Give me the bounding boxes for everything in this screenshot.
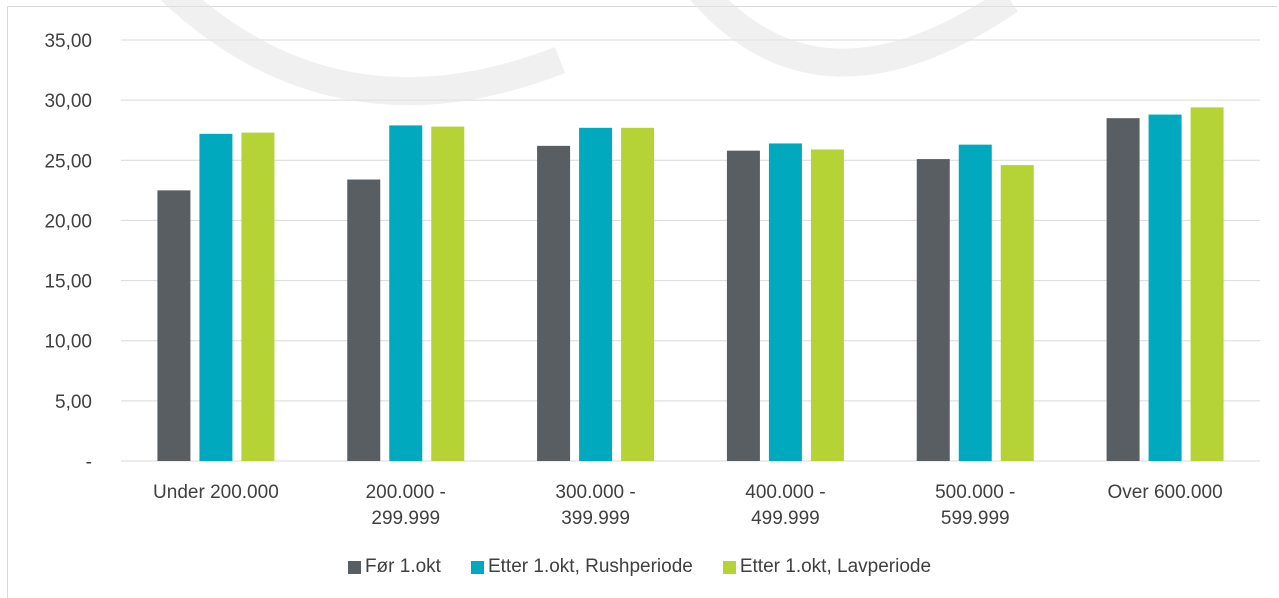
legend-label: Etter 1.okt, Rushperiode (487, 556, 693, 577)
bars (157, 107, 1224, 462)
x-tick-label: 399.999 (561, 508, 630, 529)
bar-series-2-category-4 (1000, 165, 1034, 461)
legend-label: Etter 1.okt, Lavperiode (739, 556, 932, 577)
bar-series-0-category-5 (1106, 118, 1140, 461)
x-tick-label: 300.000 - (555, 482, 635, 503)
bar-series-2-category-0 (241, 132, 275, 461)
legend-item: Etter 1.okt, Lavperiode (722, 556, 932, 578)
y-tick-label: 25,00 (44, 151, 92, 172)
x-tick-label: 299.999 (371, 508, 440, 529)
bar-series-2-category-5 (1190, 107, 1224, 462)
x-tick-label: 500.000 - (935, 482, 1015, 503)
x-tick-label: 499.999 (751, 508, 820, 529)
legend: Før 1.okt Etter 1.okt, Rushperiode Etter 1… (0, 556, 1279, 578)
bar-series-0-category-0 (157, 190, 191, 461)
y-tick-label: 5,00 (55, 392, 92, 413)
legend-item: Etter 1.okt, Rushperiode (470, 556, 693, 578)
x-tick-label: 400.000 - (745, 482, 825, 503)
chart-frame (7, 6, 1277, 598)
bar-series-0-category-3 (726, 150, 760, 462)
bar-series-1-category-3 (768, 143, 802, 461)
y-tick-label: 20,00 (44, 211, 92, 232)
bar-series-1-category-5 (1148, 114, 1182, 461)
bar-series-1-category-1 (389, 125, 423, 461)
bar-series-2-category-3 (810, 149, 844, 461)
bar-series-0-category-2 (537, 145, 571, 461)
bar-series-1-category-0 (199, 133, 233, 461)
legend-item: Før 1.okt (347, 556, 441, 578)
y-tick-label: 15,00 (44, 272, 92, 293)
bar-series-0-category-1 (347, 179, 381, 461)
legend-swatch (347, 560, 361, 574)
y-axis-tick-labels: - 5,00 10,00 15,00 20,00 25,00 30,00 35,00 (44, 31, 92, 473)
x-tick-label: Over 600.000 (1108, 482, 1223, 503)
x-axis-tick-labels: Under 200.000 200.000 - 299.999 300.000 - 39… (153, 482, 1223, 529)
y-tick-label: - (86, 452, 92, 473)
y-tick-label: 30,00 (44, 91, 92, 112)
y-tick-label: 10,00 (44, 332, 92, 353)
bar-series-2-category-2 (621, 127, 655, 462)
x-tick-label: Under 200.000 (153, 482, 279, 503)
bar-series-1-category-2 (579, 127, 613, 462)
y-tick-label: 35,00 (44, 31, 92, 52)
bar-series-1-category-4 (958, 144, 992, 462)
legend-swatch (470, 560, 484, 574)
bar-series-2-category-1 (431, 126, 465, 461)
x-tick-label: 599.999 (941, 508, 1010, 529)
gridlines (121, 39, 1260, 462)
legend-label: Før 1.okt (364, 556, 441, 577)
bar-series-0-category-4 (916, 159, 950, 461)
x-tick-label: 200.000 - (366, 482, 446, 503)
legend-swatch (722, 560, 736, 574)
